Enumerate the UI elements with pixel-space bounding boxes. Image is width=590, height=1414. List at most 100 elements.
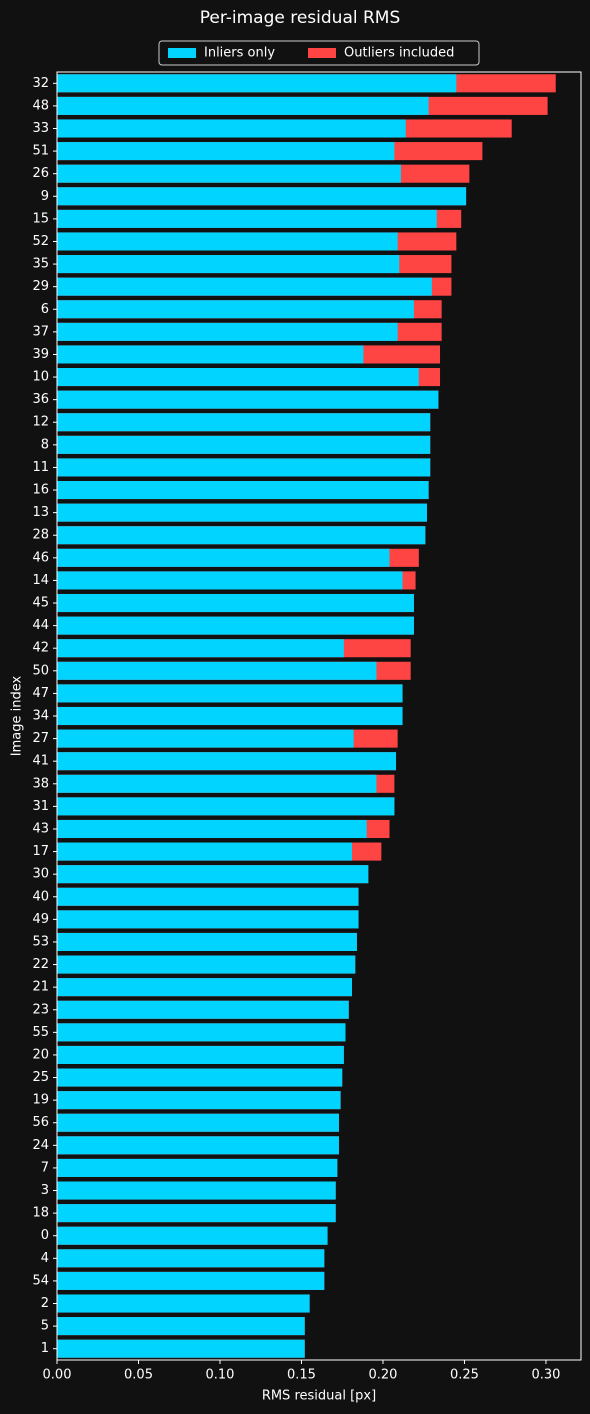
bar: [57, 209, 437, 228]
y-tick-label: 41: [32, 754, 49, 769]
bar: [57, 526, 426, 545]
bar: [57, 706, 403, 726]
bar: [57, 322, 398, 341]
bar: [57, 300, 414, 319]
y-tick-label: 20: [32, 1047, 49, 1062]
y-tick-label: 17: [32, 844, 49, 859]
x-tick-label: 0.10: [206, 1368, 235, 1383]
bar: [57, 255, 400, 274]
x-tick-label: 0.30: [531, 1368, 560, 1383]
bar: [57, 74, 457, 93]
bar: [57, 1317, 305, 1336]
bar: [57, 819, 367, 839]
bar: [57, 1091, 341, 1110]
y-tick-label: 52: [32, 234, 49, 249]
y-tick-label: 3: [41, 1183, 49, 1198]
y-tick-label: 2: [41, 1296, 49, 1311]
y-tick-label: 38: [32, 776, 49, 791]
y-tick-label: 28: [32, 528, 49, 543]
bar: [57, 187, 467, 206]
bar: [57, 119, 406, 138]
bar: [57, 232, 398, 251]
bar: [57, 1113, 339, 1132]
bar: [57, 1271, 325, 1290]
y-tick-label: 5: [41, 1319, 49, 1334]
y-tick-label: 36: [32, 392, 49, 407]
bar: [57, 1226, 328, 1245]
bar: [57, 661, 377, 680]
y-tick-label: 15: [32, 211, 49, 226]
bar: [57, 729, 354, 748]
y-tick-label: 22: [32, 957, 49, 972]
bar: [57, 752, 397, 771]
y-tick-label: 29: [32, 279, 49, 294]
y-tick-label: 27: [32, 731, 49, 746]
bar: [57, 503, 427, 522]
bar: [57, 616, 414, 635]
y-tick-label: 11: [32, 460, 49, 475]
y-tick-label: 46: [32, 550, 49, 565]
bar: [57, 1249, 325, 1268]
bar: [57, 1204, 336, 1223]
bar: [57, 1339, 305, 1358]
y-tick-label: 23: [32, 1002, 49, 1017]
y-tick-label: 26: [32, 166, 49, 181]
y-axis-label: Image index: [10, 675, 25, 756]
y-tick-label: 9: [41, 189, 49, 204]
y-tick-label: 24: [32, 1138, 49, 1153]
y-tick-label: 44: [32, 618, 49, 633]
x-tick-label: 0.15: [287, 1368, 316, 1383]
bar: [57, 978, 353, 997]
y-tick-label: 32: [32, 76, 49, 91]
y-tick-label: 7: [41, 1160, 49, 1175]
y-tick-label: 56: [32, 1115, 49, 1130]
y-tick-label: 49: [32, 912, 49, 927]
y-tick-label: 13: [32, 505, 49, 520]
bar: [57, 1000, 349, 1019]
y-tick-label: 40: [32, 889, 49, 904]
y-tick-label: 35: [32, 257, 49, 272]
y-tick-label: 14: [32, 573, 49, 588]
y-tick-label: 6: [41, 302, 49, 317]
y-tick-label: 0: [41, 1228, 49, 1243]
bar: [57, 96, 429, 115]
bar: [57, 932, 357, 952]
y-tick-label: 25: [32, 1070, 49, 1085]
bar: [57, 593, 414, 613]
bar: [57, 390, 439, 409]
legend-label: Inliers only: [204, 46, 275, 61]
bar: [57, 955, 356, 974]
y-tick-label: 37: [32, 324, 49, 339]
y-tick-label: 51: [32, 144, 49, 159]
bar: [57, 1068, 343, 1087]
y-tick-label: 31: [32, 799, 49, 814]
bar: [57, 1045, 344, 1064]
bar: [57, 887, 359, 906]
x-axis-label: RMS residual [px]: [262, 1389, 376, 1404]
bar: [57, 684, 403, 703]
legend-label: Outliers included: [344, 46, 454, 61]
plot-frame: [56, 71, 582, 1361]
bar: [57, 142, 395, 161]
y-tick-label: 18: [32, 1206, 49, 1221]
y-tick-label: 54: [32, 1273, 49, 1288]
y-tick-label: 10: [32, 370, 49, 385]
bar: [57, 1158, 338, 1177]
bar: [57, 164, 401, 183]
bar: [57, 1294, 310, 1313]
bar: [57, 368, 419, 387]
legend-swatch: [168, 48, 196, 58]
bar: [57, 548, 390, 567]
y-tick-label: 50: [32, 663, 49, 678]
y-tick-label: 16: [32, 483, 49, 498]
x-tick-label: 0.20: [368, 1368, 397, 1383]
x-tick-label: 0.25: [450, 1368, 479, 1383]
bar: [57, 277, 432, 296]
y-tick-label: 33: [32, 121, 49, 136]
y-tick-label: 34: [32, 709, 49, 724]
bar: [57, 413, 431, 432]
y-tick-label: 4: [41, 1251, 49, 1266]
y-tick-label: 1: [41, 1341, 49, 1356]
